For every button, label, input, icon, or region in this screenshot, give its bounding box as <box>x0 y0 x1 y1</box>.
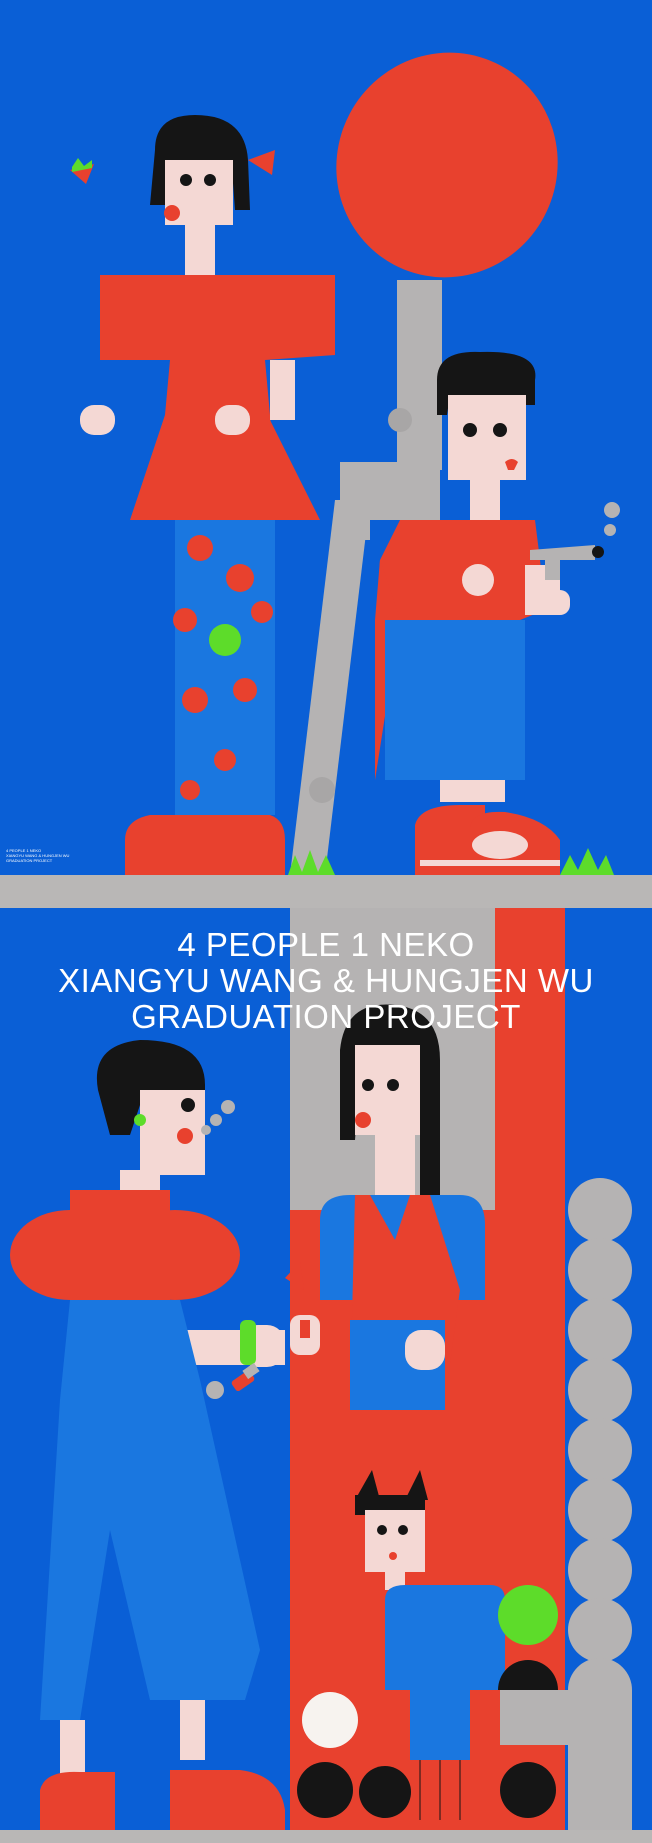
poster-title-line-2: XIANGYU WANG & HUNGJEN WU <box>58 962 594 999</box>
green-ball <box>498 1585 558 1645</box>
woman-figure-bottom <box>10 1040 285 1830</box>
black-ball-bottom-right <box>500 1762 556 1818</box>
black-ball-mid <box>359 1766 411 1818</box>
grey-bead-column <box>500 1178 632 1830</box>
credit-line: XIANGYU WANG & HUNGJEN WU <box>6 853 70 858</box>
white-ball <box>302 1692 358 1748</box>
shopkeeper-figure <box>285 1004 485 1410</box>
grass-tuft-right <box>560 848 614 875</box>
boy-figure-top <box>375 351 620 875</box>
grass-tuft-left <box>288 850 335 875</box>
poster-title-line-3: GRADUATION PROJECT <box>131 998 521 1035</box>
poster-title-line-1: 4 PEOPLE 1 NEKO <box>177 926 475 963</box>
panel-divider <box>0 875 652 908</box>
black-half-ball <box>498 1660 558 1690</box>
bottom-strip <box>0 1830 652 1843</box>
credit-line: 4 PEOPLE 1 NEKO <box>6 848 42 853</box>
credit-text: 4 PEOPLE 1 NEKO XIANGYU WANG & HUNGJEN W… <box>6 848 69 863</box>
red-balloon-tree <box>290 52 558 875</box>
strawberry-icon <box>70 158 94 184</box>
girl-figure-top <box>80 115 335 875</box>
black-ball-left <box>297 1762 353 1818</box>
credit-line: GRADUATION PROJECT <box>6 858 53 863</box>
cat-figure <box>355 1470 505 1820</box>
